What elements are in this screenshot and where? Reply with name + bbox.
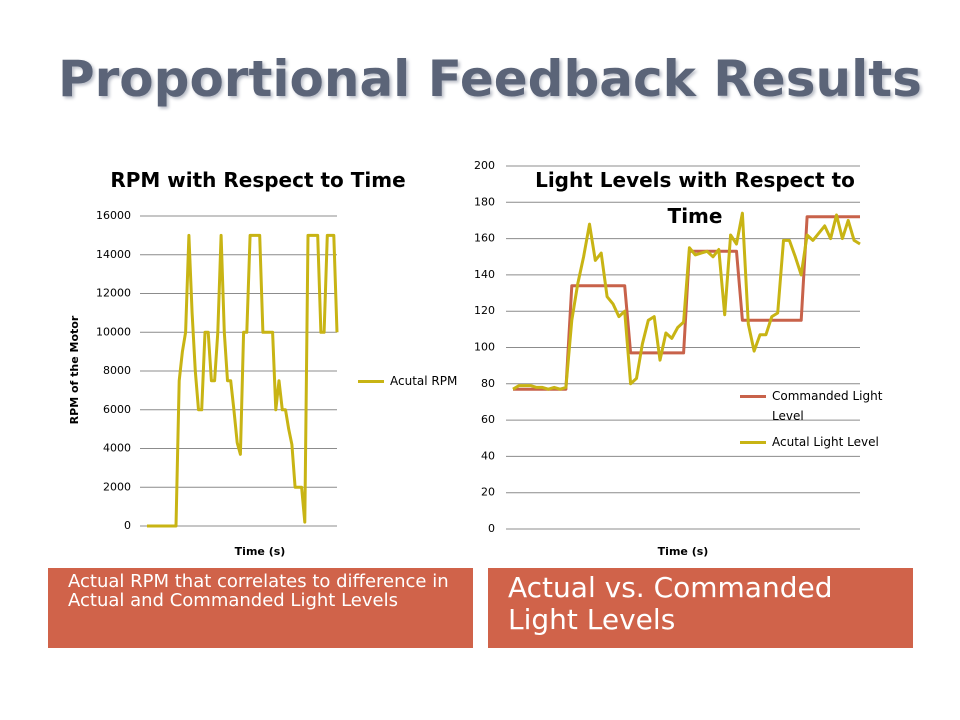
y-tick-label: 10000 bbox=[96, 325, 131, 338]
y-tick-label: 2000 bbox=[103, 480, 131, 493]
y-tick-label: 160 bbox=[474, 232, 495, 245]
legend-swatch bbox=[740, 441, 766, 444]
y-tick-label: 120 bbox=[474, 304, 495, 317]
series-line bbox=[512, 211, 861, 391]
y-tick-label: 6000 bbox=[103, 403, 131, 416]
y-axis-label: RPM of the Motor bbox=[68, 315, 81, 424]
y-tick-label: 20 bbox=[481, 486, 495, 499]
legend-label: Acutal Light Level bbox=[772, 435, 879, 449]
y-tick-label: 60 bbox=[481, 413, 495, 426]
legend-swatch bbox=[740, 395, 766, 398]
y-tick-label: 80 bbox=[481, 377, 495, 390]
legend-item: Acutal RPM bbox=[358, 371, 468, 391]
legend-swatch bbox=[358, 380, 384, 383]
caption: Actual vs. Commanded Light Levels bbox=[508, 571, 833, 636]
legend: Commanded Light Level Acutal Light Level bbox=[740, 386, 890, 458]
slide-title: Proportional Feedback Results bbox=[58, 50, 922, 108]
legend: Acutal RPM bbox=[358, 371, 468, 397]
y-tick-label: 200 bbox=[474, 159, 495, 172]
y-tick-label: 0 bbox=[488, 522, 495, 535]
y-tick-label: 14000 bbox=[96, 248, 131, 261]
x-axis-label: Time (s) bbox=[658, 545, 709, 558]
caption-box: Actual RPM that correlates to difference… bbox=[48, 568, 473, 648]
y-tick-label: 12000 bbox=[96, 287, 131, 300]
y-tick-label: 4000 bbox=[103, 442, 131, 455]
legend-item: Acutal Light Level bbox=[740, 432, 890, 452]
legend-item: Commanded Light Level bbox=[740, 386, 890, 426]
y-tick-label: 100 bbox=[474, 341, 495, 354]
chart-title: Light Levels with Respect to Time bbox=[535, 168, 855, 228]
y-tick-label: 180 bbox=[474, 195, 495, 208]
legend-label: Acutal RPM bbox=[390, 374, 458, 388]
x-axis-label: Time (s) bbox=[235, 545, 286, 558]
caption: Actual RPM that correlates to difference… bbox=[68, 571, 449, 611]
legend-label: Commanded Light Level bbox=[772, 389, 883, 423]
chart-title: RPM with Respect to Time bbox=[110, 168, 406, 192]
y-tick-label: 8000 bbox=[103, 364, 131, 377]
y-tick-label: 40 bbox=[481, 449, 495, 462]
series-line bbox=[147, 233, 339, 528]
y-tick-label: 140 bbox=[474, 268, 495, 281]
y-tick-label: 0 bbox=[124, 519, 131, 532]
y-tick-label: 16000 bbox=[96, 209, 131, 222]
caption-box: Actual vs. Commanded Light Levels bbox=[488, 568, 913, 648]
